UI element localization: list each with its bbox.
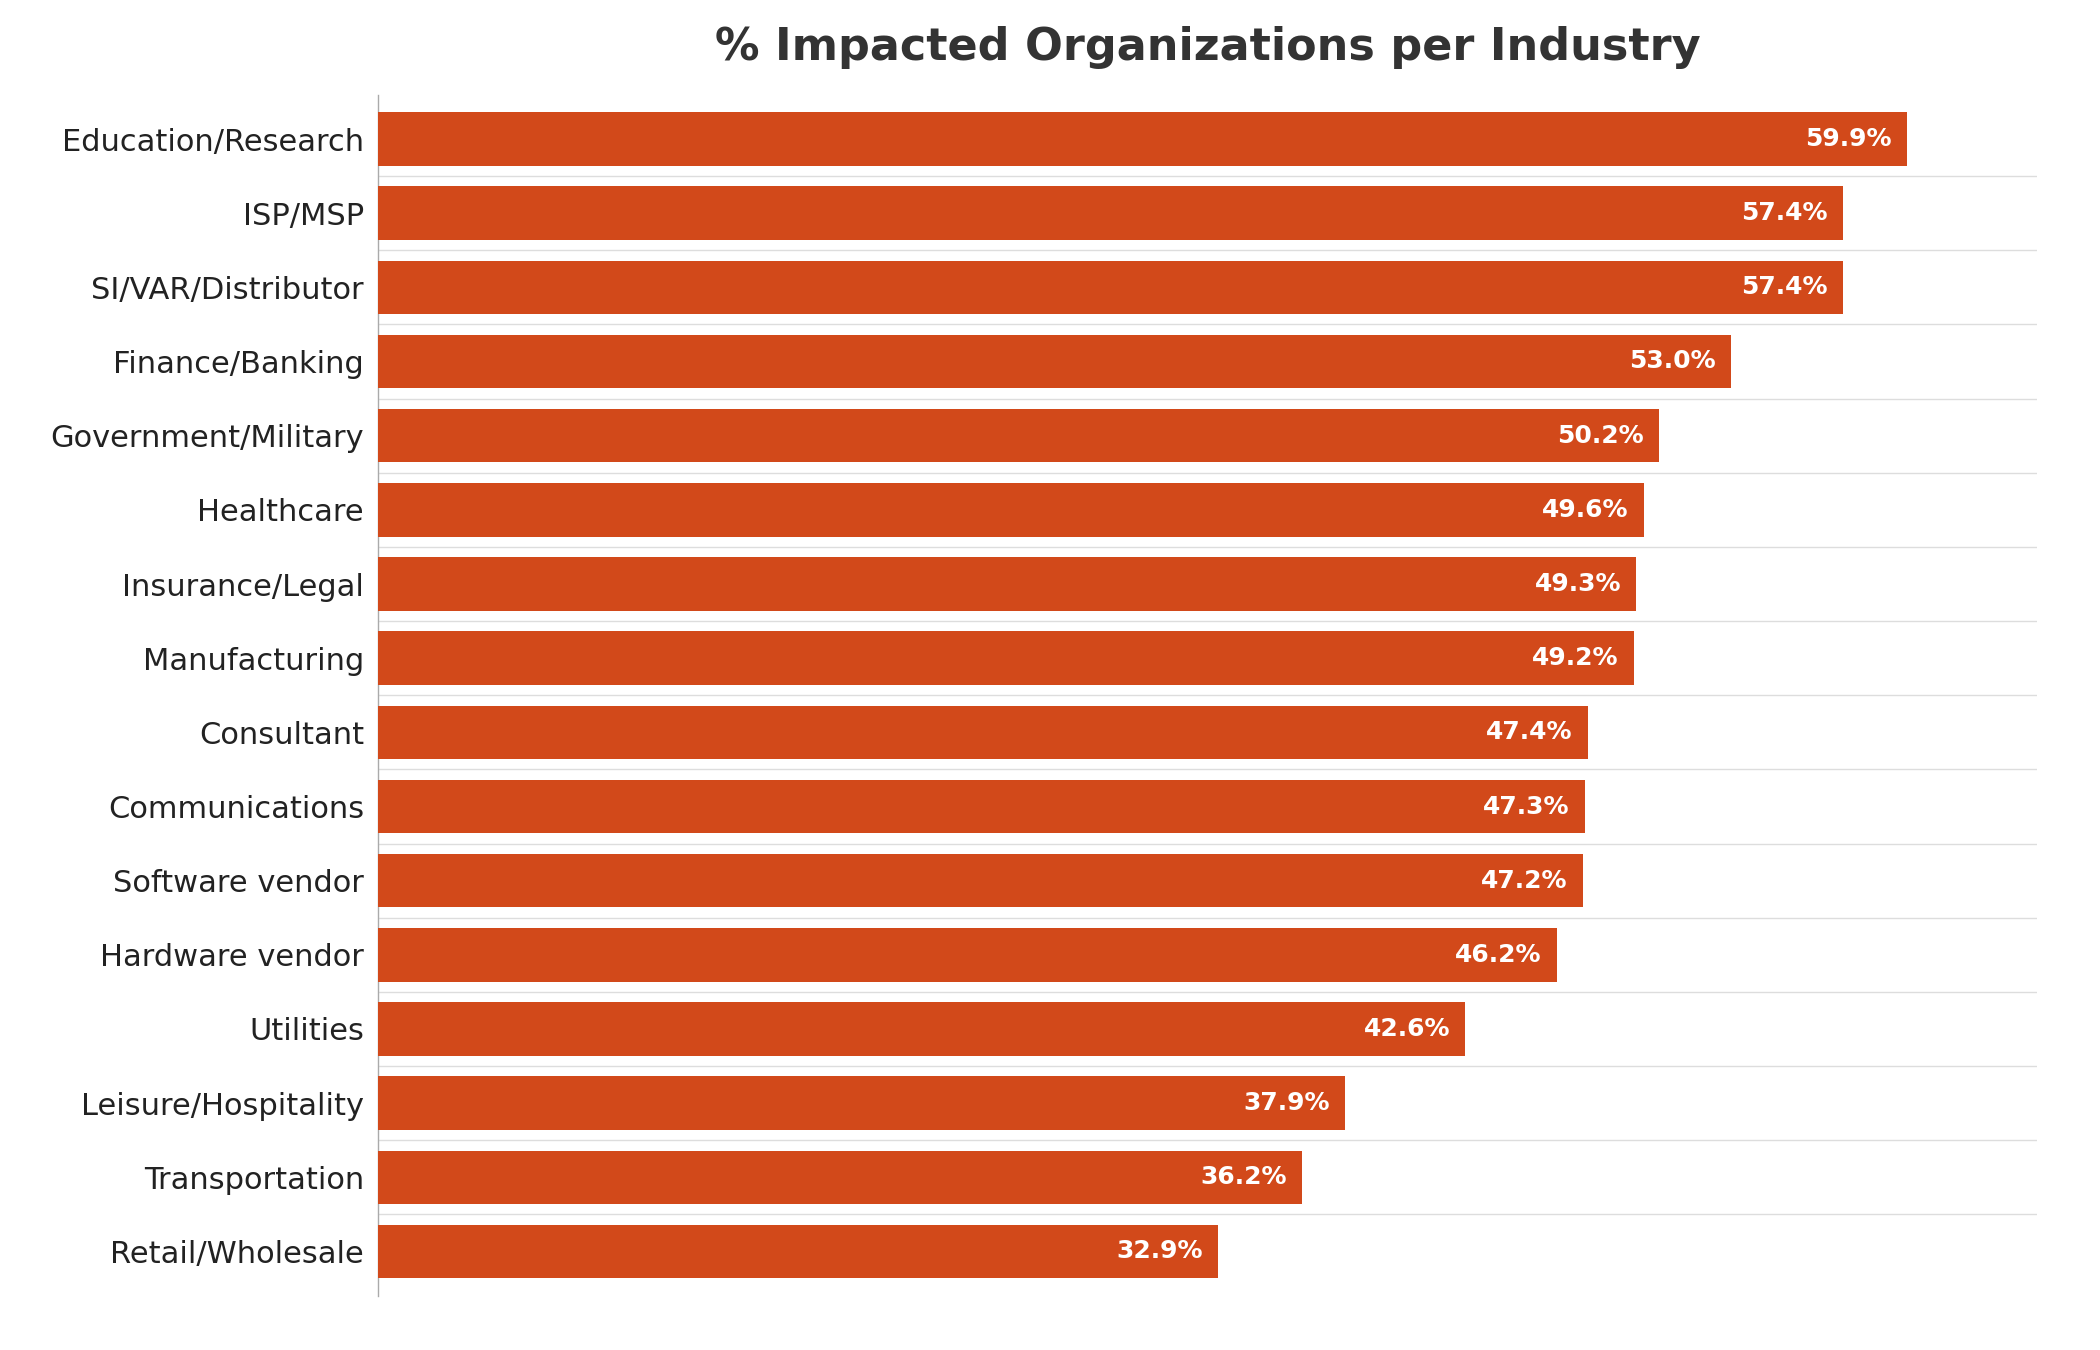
Text: 47.4%: 47.4% <box>1487 721 1573 744</box>
Bar <box>378 112 1907 166</box>
Bar <box>378 186 1844 240</box>
Text: 46.2%: 46.2% <box>1455 942 1541 967</box>
Bar <box>378 1150 1302 1204</box>
Title: % Impacted Organizations per Industry: % Impacted Organizations per Industry <box>714 26 1701 69</box>
Bar <box>378 632 1634 684</box>
Text: 53.0%: 53.0% <box>1630 350 1716 374</box>
Text: 49.6%: 49.6% <box>1541 498 1630 522</box>
Text: 36.2%: 36.2% <box>1199 1165 1287 1189</box>
Text: 57.4%: 57.4% <box>1741 201 1827 225</box>
Bar <box>378 1224 1218 1278</box>
Text: 42.6%: 42.6% <box>1363 1017 1449 1041</box>
Text: 49.3%: 49.3% <box>1535 572 1621 595</box>
Text: 47.2%: 47.2% <box>1480 868 1567 892</box>
Bar <box>378 558 1636 610</box>
Text: 32.9%: 32.9% <box>1115 1239 1203 1264</box>
Bar <box>378 483 1644 536</box>
Text: 49.2%: 49.2% <box>1531 647 1619 670</box>
Bar <box>378 855 1583 907</box>
Bar <box>378 1002 1466 1056</box>
Text: 37.9%: 37.9% <box>1243 1091 1329 1115</box>
Text: 50.2%: 50.2% <box>1558 424 1644 448</box>
Bar <box>378 409 1659 462</box>
Bar <box>378 261 1844 315</box>
Bar <box>378 335 1730 389</box>
Text: 57.4%: 57.4% <box>1741 275 1827 300</box>
Text: 59.9%: 59.9% <box>1806 127 1892 151</box>
Bar <box>378 780 1586 833</box>
Bar <box>378 929 1558 981</box>
Text: 47.3%: 47.3% <box>1483 795 1571 818</box>
Bar <box>378 706 1588 759</box>
Bar <box>378 1076 1346 1130</box>
